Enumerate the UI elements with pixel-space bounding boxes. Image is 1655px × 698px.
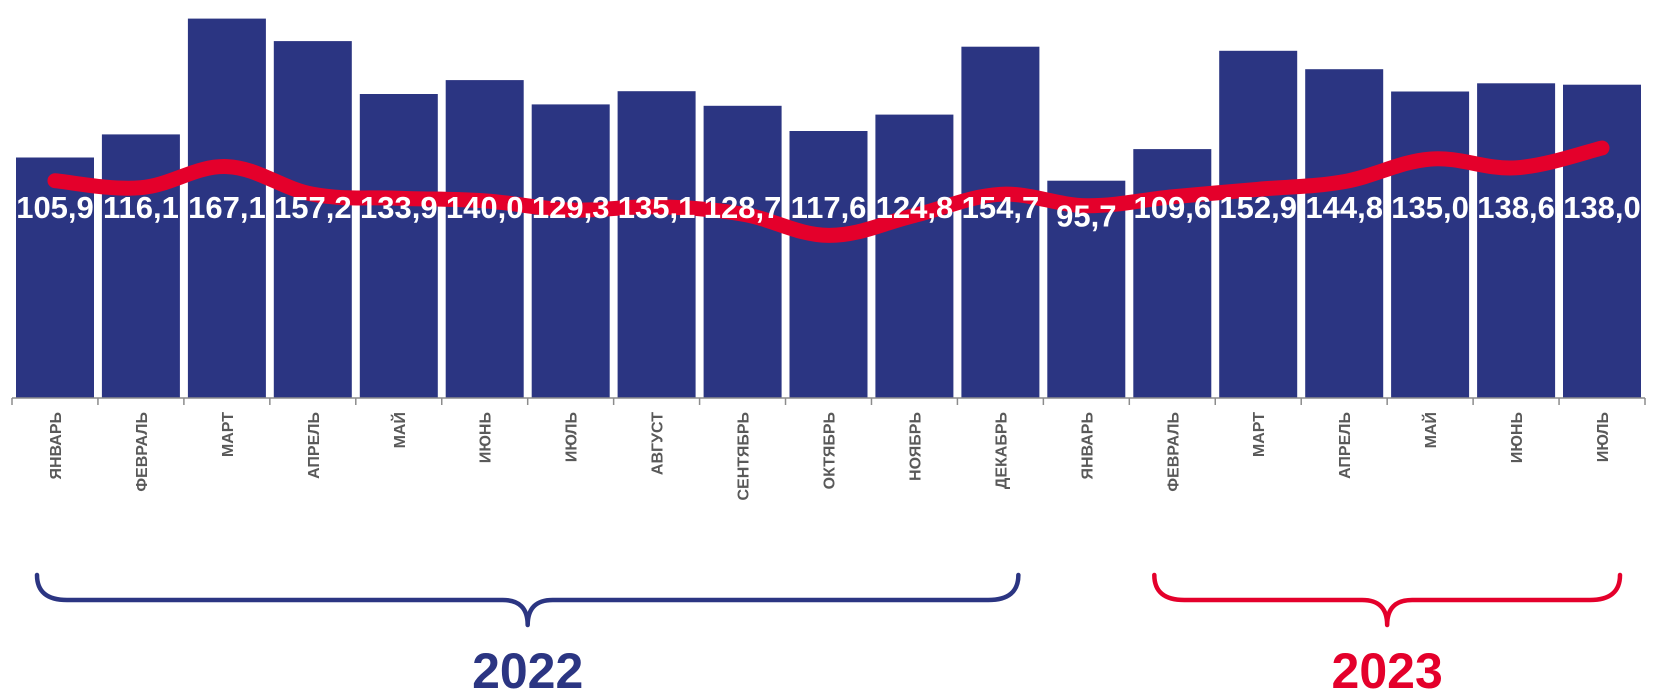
x-tick-label: ЯНВАРЬ	[1079, 412, 1096, 480]
bar-value-label: 152,9	[1219, 190, 1297, 225]
bar-value-label: 109,6	[1134, 190, 1212, 225]
x-tick-label: МАЙ	[1421, 412, 1440, 448]
x-tick-label: ИЮЛЬ	[564, 412, 581, 462]
bar-value-label: 105,9	[16, 190, 94, 225]
bar-1	[16, 157, 94, 398]
bar-14	[1133, 149, 1212, 398]
x-tick-label: ИЮЛЬ	[1595, 412, 1612, 462]
bar-value-label: 138,6	[1477, 190, 1555, 225]
x-tick-label: ДЕКАБРЬ	[993, 412, 1010, 489]
bar-8	[617, 91, 696, 398]
x-tick-label: ОКТЯБРЬ	[822, 412, 839, 489]
bar-value-label: 129,3	[532, 190, 610, 225]
bar-value-label: 140,0	[446, 190, 524, 225]
bar-17	[1391, 91, 1470, 398]
year-brace-2022	[34, 572, 1021, 628]
bar-11	[875, 114, 954, 398]
x-tick-label: ИЮНЬ	[1509, 412, 1526, 463]
bar-value-label: 95,7	[1056, 199, 1116, 234]
year-label-2022: 2022	[472, 643, 583, 698]
bar-value-label: 154,7	[962, 190, 1040, 225]
x-tick-label: МАРТ	[1251, 412, 1268, 457]
year-brace-2023	[1152, 572, 1623, 628]
bar-15	[1219, 50, 1298, 399]
bar-value-label: 116,1	[103, 190, 179, 225]
x-tick-label: АПРЕЛЬ	[306, 412, 323, 479]
bar-6	[445, 80, 524, 398]
x-tick-label: СЕНТЯБРЬ	[736, 412, 753, 501]
x-tick-label: ФЕВРАЛЬ	[1165, 412, 1182, 492]
bar-value-label: 167,1	[188, 190, 266, 225]
x-tick-label: ИЮНЬ	[478, 412, 495, 463]
x-tick-label: АПРЕЛЬ	[1337, 412, 1354, 479]
bar-16	[1305, 69, 1384, 398]
bar-value-label: 128,7	[704, 190, 782, 225]
x-tick-label: НОЯБРЬ	[907, 412, 924, 481]
line-series-layer	[47, 140, 1610, 243]
x-tick-label: МАРТ	[220, 412, 237, 457]
bar-value-label: 138,0	[1563, 190, 1641, 225]
year-groups: 2022 2023	[34, 572, 1623, 698]
x-tick-label: МАЙ	[390, 412, 409, 448]
bar-value-label: 157,2	[274, 190, 352, 225]
x-tick-label: ЯНВАРЬ	[48, 412, 65, 480]
bar-value-label: 117,6	[791, 190, 867, 225]
bar-7	[531, 104, 610, 399]
bar-value-label: 144,8	[1305, 190, 1383, 225]
bar-18	[1477, 83, 1556, 399]
bar-5	[359, 94, 438, 398]
bar-13	[1047, 180, 1126, 398]
bar-value-label: 135,0	[1391, 190, 1469, 225]
x-tick-labels: ЯНВАРЬ ФЕВРАЛЬ МАРТ АПРЕЛЬ МАЙ ИЮНЬ ИЮЛЬ АВГУСТ…	[48, 412, 1612, 501]
bar-labels-layer: 105,9 116,1 167,1 157,2 133,9 140,0 129,3 135,1…	[16, 190, 1641, 234]
bar-9	[703, 105, 782, 399]
bar-10	[789, 131, 868, 398]
bar-4	[273, 41, 352, 398]
bar-12	[961, 46, 1040, 398]
bar-3	[187, 18, 266, 398]
x-tick-label: АВГУСТ	[650, 412, 667, 475]
bar-19	[1563, 84, 1641, 398]
x-axis	[11, 397, 1646, 405]
year-label-2023: 2023	[1332, 643, 1443, 698]
x-tick-label: ФЕВРАЛЬ	[134, 412, 151, 492]
bar-value-label: 133,9	[360, 190, 438, 225]
bar-value-label: 124,8	[876, 190, 954, 225]
bar-value-label: 135,1	[618, 190, 696, 225]
